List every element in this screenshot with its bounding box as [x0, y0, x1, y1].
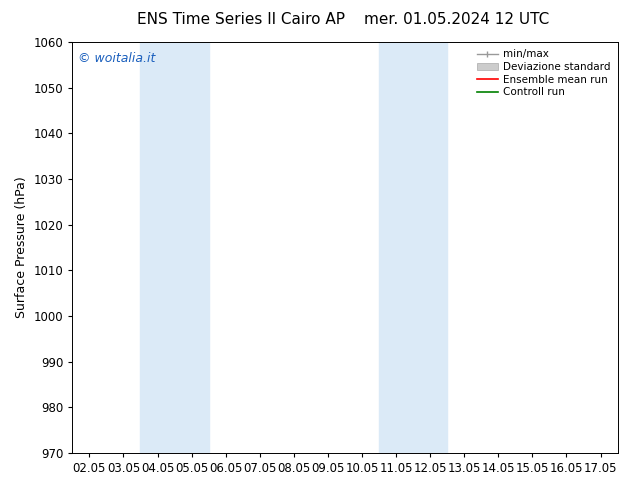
Text: ENS Time Series Il Cairo AP: ENS Time Series Il Cairo AP: [137, 12, 345, 27]
Text: mer. 01.05.2024 12 UTC: mer. 01.05.2024 12 UTC: [364, 12, 549, 27]
Legend: min/max, Deviazione standard, Ensemble mean run, Controll run: min/max, Deviazione standard, Ensemble m…: [475, 47, 612, 99]
Y-axis label: Surface Pressure (hPa): Surface Pressure (hPa): [15, 176, 28, 318]
Text: © woitalia.it: © woitalia.it: [78, 52, 155, 65]
Bar: [141, 42, 209, 453]
Bar: [379, 42, 447, 453]
